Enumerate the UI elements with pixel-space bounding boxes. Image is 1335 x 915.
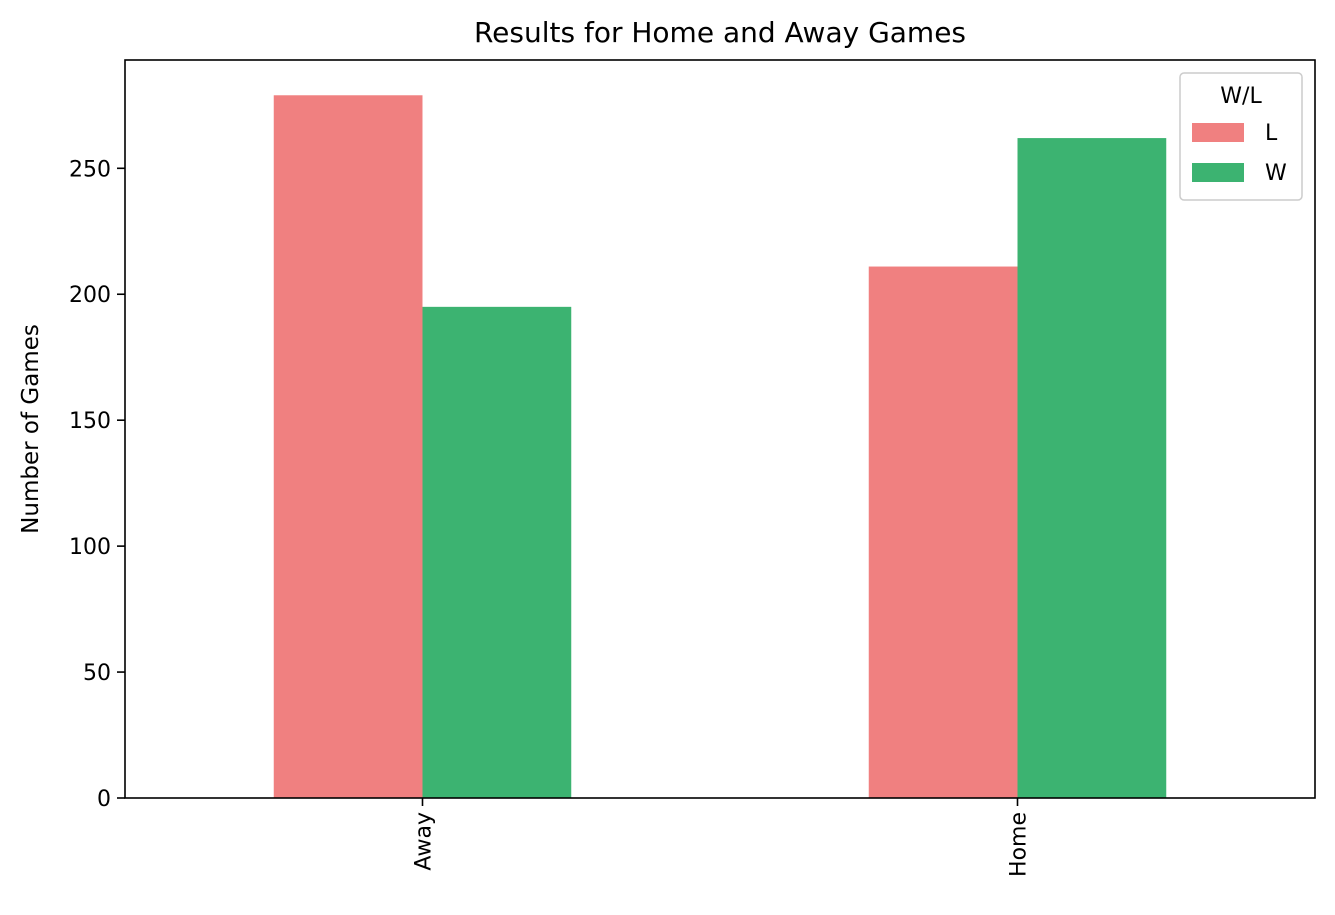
x-tick-label-away: Away — [412, 812, 437, 871]
bars-group — [273, 95, 1167, 798]
bar-l-away — [273, 95, 423, 798]
plot-frame — [124, 59, 1316, 799]
bar-w-away — [422, 306, 572, 798]
chart-title: Results for Home and Away Games — [474, 16, 966, 49]
y-tick-label: 150 — [69, 409, 111, 434]
bar-l-home — [868, 266, 1018, 798]
y-tick-label: 0 — [97, 787, 111, 812]
legend-title: W/L — [1220, 84, 1262, 109]
legend-label-l: L — [1265, 121, 1278, 146]
y-tick-label: 100 — [69, 535, 111, 560]
x-tick-label-home: Home — [1007, 812, 1032, 877]
y-axis-label: Number of Games — [18, 324, 44, 534]
y-tick-label: 200 — [69, 283, 111, 308]
legend: W/LLW — [1179, 72, 1303, 201]
bar-w-home — [1017, 138, 1167, 798]
legend-swatch-l — [1192, 123, 1244, 142]
y-axis-ticks: 0 50 100 150 200 250 — [69, 157, 125, 812]
x-axis-ticks: Away Home — [412, 798, 1032, 877]
legend-swatch-w — [1192, 163, 1244, 182]
y-tick-label: 250 — [69, 157, 111, 182]
y-tick-label: 50 — [83, 661, 111, 686]
legend-label-w: W — [1265, 161, 1287, 186]
